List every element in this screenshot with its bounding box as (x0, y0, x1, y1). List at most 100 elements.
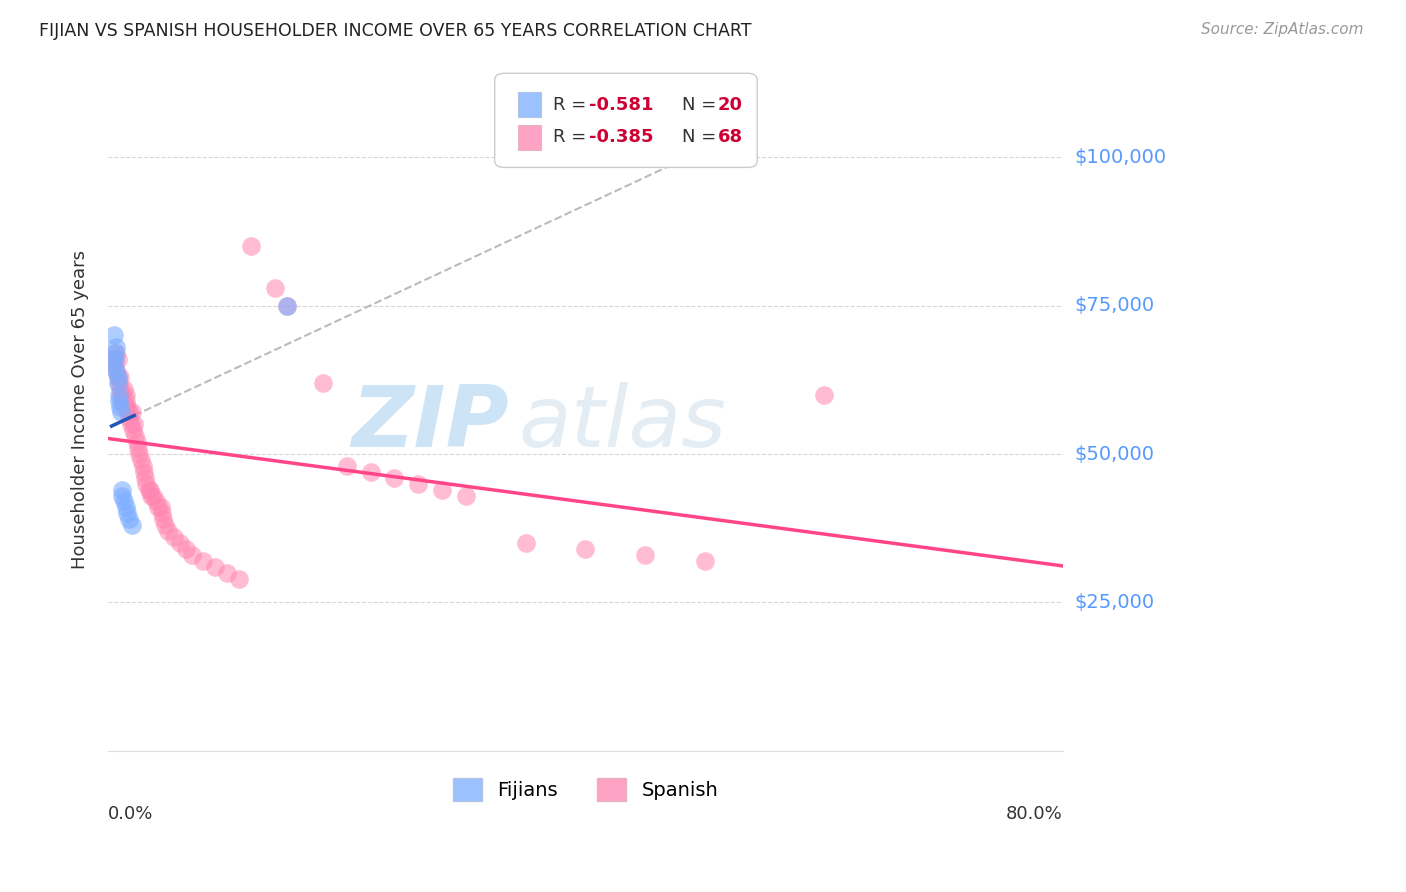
FancyBboxPatch shape (517, 125, 541, 150)
Text: $75,000: $75,000 (1074, 296, 1154, 315)
Point (112, 494, 135, 508)
Point (118, 512, 141, 526)
Point (107, 376, 129, 390)
Text: -0.385: -0.385 (589, 128, 654, 146)
Point (107, 387, 129, 401)
Point (108, 382, 131, 396)
Point (162, 530, 184, 544)
Point (180, 548, 202, 562)
Point (107, 370, 129, 384)
Point (169, 536, 191, 550)
Text: 0.0%: 0.0% (108, 805, 153, 823)
Point (111, 393, 134, 408)
Text: N =: N = (682, 95, 721, 113)
Point (110, 387, 132, 401)
Text: N =: N = (682, 128, 721, 146)
Point (134, 471, 156, 485)
Point (693, 554, 716, 568)
Point (138, 483, 160, 497)
Point (115, 500, 138, 515)
Text: R =: R = (553, 95, 592, 113)
Point (312, 376, 335, 390)
Point (139, 483, 162, 497)
Point (107, 376, 129, 390)
Point (336, 458, 359, 473)
Point (105, 346, 128, 360)
Point (107, 370, 129, 384)
Point (145, 494, 167, 508)
Text: R =: R = (553, 128, 592, 146)
Point (131, 458, 153, 473)
Point (174, 541, 197, 556)
Point (105, 364, 128, 378)
Text: $50,000: $50,000 (1074, 444, 1154, 464)
Point (146, 500, 169, 515)
Point (360, 465, 382, 479)
Point (813, 387, 835, 401)
Point (118, 405, 141, 419)
Y-axis label: Householder Income Over 65 years: Householder Income Over 65 years (72, 250, 89, 569)
Point (114, 400, 136, 414)
Point (108, 370, 131, 384)
Point (103, 352, 125, 367)
Point (108, 400, 131, 414)
Point (105, 340, 128, 354)
Point (101, 358, 124, 372)
Point (132, 465, 155, 479)
Point (107, 393, 129, 408)
Text: 20: 20 (718, 95, 744, 113)
Point (105, 364, 128, 378)
Point (408, 476, 430, 491)
FancyBboxPatch shape (517, 93, 541, 117)
Point (104, 358, 127, 372)
Point (149, 500, 172, 515)
Point (193, 554, 215, 568)
Text: FIJIAN VS SPANISH HOUSEHOLDER INCOME OVER 65 YEARS CORRELATION CHART: FIJIAN VS SPANISH HOUSEHOLDER INCOME OVE… (39, 22, 752, 40)
Point (111, 387, 134, 401)
Point (156, 524, 179, 538)
Point (152, 512, 174, 526)
Point (125, 435, 148, 450)
Text: 68: 68 (718, 128, 744, 146)
Point (264, 281, 287, 295)
Point (104, 352, 127, 367)
Point (112, 382, 135, 396)
Point (155, 518, 177, 533)
Point (228, 572, 250, 586)
Point (118, 411, 141, 425)
Point (115, 393, 138, 408)
Legend: Fijians, Spanish: Fijians, Spanish (444, 770, 725, 809)
Point (120, 417, 142, 432)
Point (142, 489, 165, 503)
Point (124, 429, 146, 443)
Point (110, 405, 132, 419)
Point (122, 417, 145, 432)
Text: -0.581: -0.581 (589, 95, 654, 113)
Point (276, 299, 298, 313)
Point (122, 423, 145, 437)
Point (111, 489, 134, 503)
Point (107, 352, 129, 367)
FancyBboxPatch shape (495, 73, 758, 168)
Point (131, 453, 153, 467)
Text: $100,000: $100,000 (1074, 148, 1166, 167)
Text: $25,000: $25,000 (1074, 593, 1154, 612)
Point (128, 447, 150, 461)
Point (117, 405, 139, 419)
Point (150, 506, 173, 520)
Point (384, 471, 406, 485)
Point (217, 566, 239, 580)
Point (115, 400, 138, 414)
Point (103, 328, 125, 343)
Text: Source: ZipAtlas.com: Source: ZipAtlas.com (1201, 22, 1364, 37)
Point (121, 405, 143, 419)
Point (204, 559, 226, 574)
Point (127, 441, 149, 455)
Text: 80.0%: 80.0% (1007, 805, 1063, 823)
Text: ZIP: ZIP (352, 382, 509, 465)
Point (634, 548, 657, 562)
Point (276, 299, 298, 313)
Point (115, 387, 138, 401)
Point (135, 476, 157, 491)
Point (240, 239, 263, 253)
